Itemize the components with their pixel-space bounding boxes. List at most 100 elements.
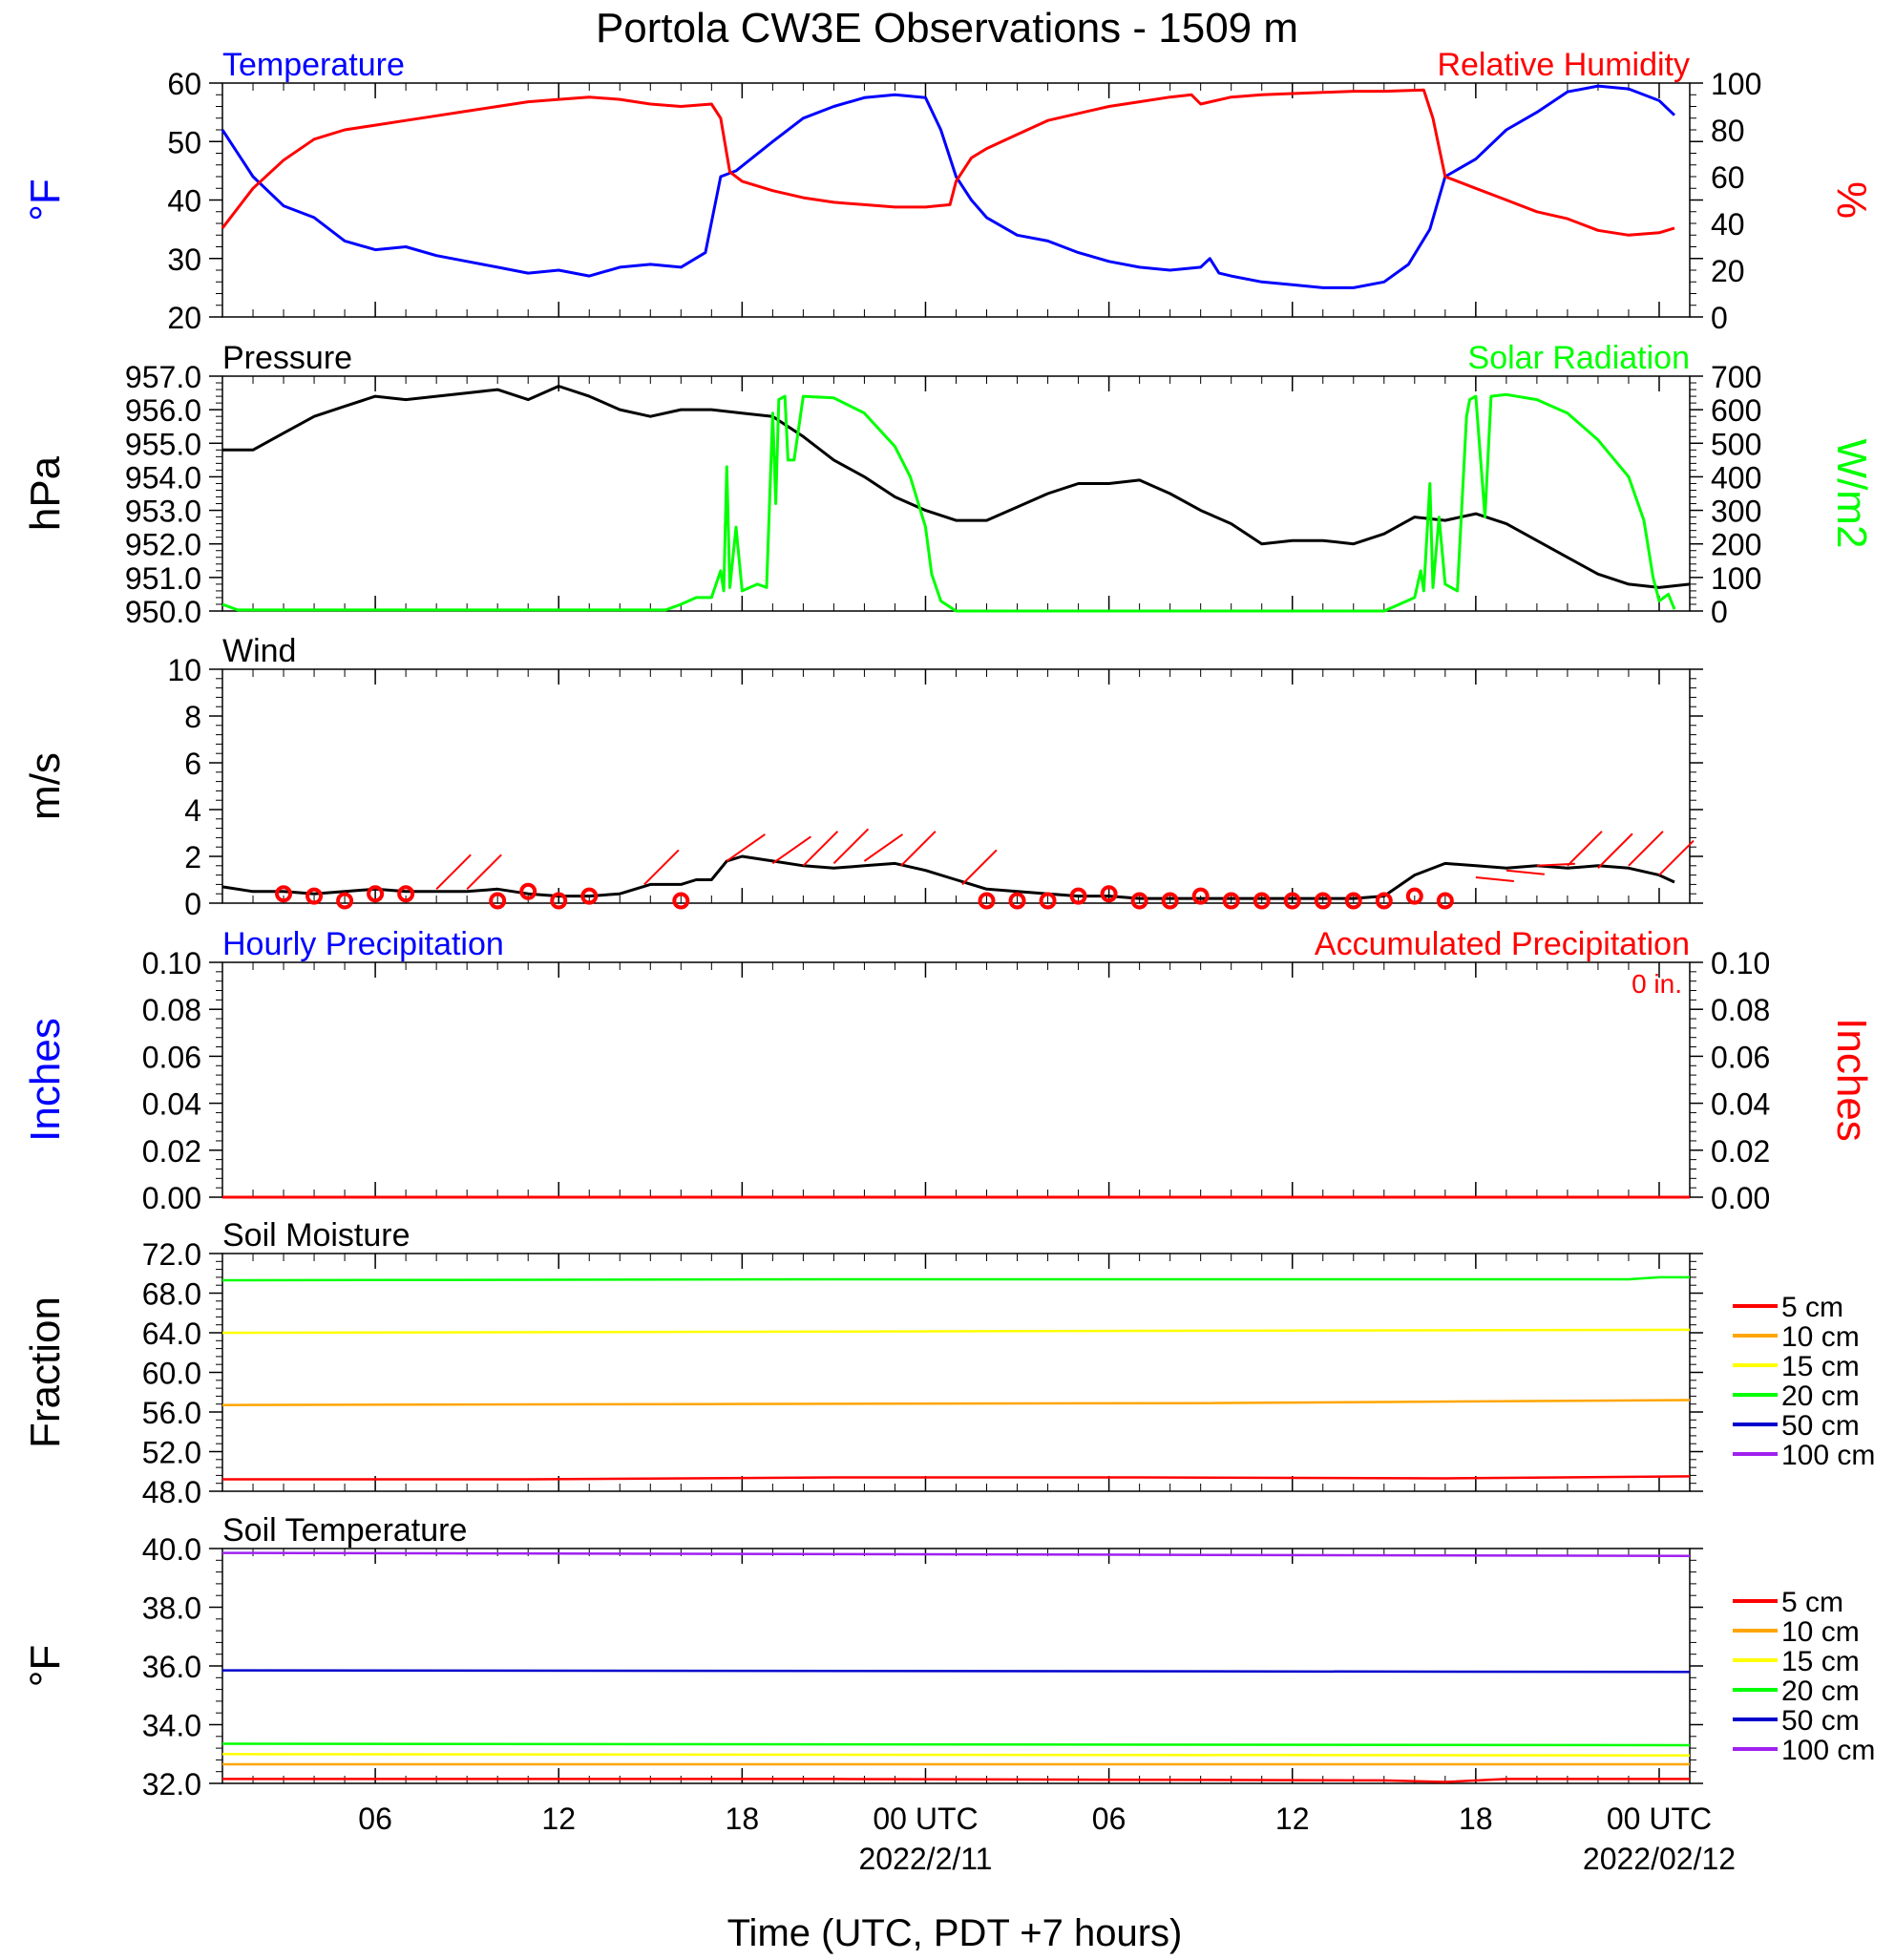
y-tick-label-right: 0 xyxy=(1711,595,1728,629)
x-tick-label: 06 xyxy=(358,1802,392,1836)
y-tick-label-left: 38.0 xyxy=(142,1591,201,1626)
series-line-soil-temperature-4 xyxy=(221,1669,1691,1674)
y-tick-label-right: 0.00 xyxy=(1711,1181,1770,1215)
legend-label: 5 cm xyxy=(1781,1292,1843,1323)
panel-title-right: Solar Radiation xyxy=(1468,340,1690,376)
y-tick-label-left: 40.0 xyxy=(142,1532,201,1567)
wind-calm-marker xyxy=(1283,892,1301,910)
wind-calm-marker xyxy=(305,887,324,905)
wind-barb xyxy=(1628,831,1664,867)
wind-calm-marker xyxy=(580,887,599,905)
y-tick-label-left: 0 xyxy=(184,887,201,921)
y-tick-label-right: 20 xyxy=(1711,254,1745,288)
wind-barb xyxy=(961,849,998,886)
y-tick-label-left: 64.0 xyxy=(142,1317,201,1351)
wind-calm-marker xyxy=(397,885,415,903)
series-line-soil-moisture-1 xyxy=(221,1399,1691,1406)
panel-title-left: Wind xyxy=(222,633,296,669)
wind-barb xyxy=(900,831,937,867)
wind-barb xyxy=(1597,832,1633,869)
y-tick-label-right: 0.02 xyxy=(1711,1134,1770,1169)
y-tick-label-right: 60 xyxy=(1711,160,1745,195)
wind-calm-marker xyxy=(1008,892,1026,910)
legend-label: 50 cm xyxy=(1781,1705,1860,1737)
y-tick-label-left: 953.0 xyxy=(125,495,201,529)
wind-calm-marker xyxy=(1405,887,1423,905)
wind-barb xyxy=(832,828,870,865)
panel-title-right: Relative Humidity xyxy=(1437,47,1690,83)
x-tick-label: 12 xyxy=(1275,1802,1310,1836)
y-tick-label-left: 72.0 xyxy=(142,1237,201,1272)
legend-label: 20 cm xyxy=(1781,1675,1860,1707)
plot-frame-temperature-rh xyxy=(221,82,1691,318)
y-axis-label-left: Inches xyxy=(22,1018,69,1142)
panel-title-left: Pressure xyxy=(222,340,352,376)
wind-calm-marker xyxy=(1375,892,1393,910)
plot-frame-pressure-solar xyxy=(221,375,1691,612)
wind-calm-marker xyxy=(672,892,690,910)
y-tick-label-right: 500 xyxy=(1711,427,1761,461)
x-date-label: 2022/02/12 xyxy=(1583,1842,1736,1876)
legend-label: 5 cm xyxy=(1781,1587,1843,1618)
plot-frame-soil-temperature xyxy=(221,1548,1691,1784)
series-line-pressure-solar-0 xyxy=(222,385,1691,589)
y-tick-label-left: 34.0 xyxy=(142,1709,201,1743)
wind-barb xyxy=(863,833,904,862)
wind-barb xyxy=(726,833,766,862)
y-axis-label-right: % xyxy=(1828,181,1875,219)
series-line-temperature-rh-1 xyxy=(221,88,1675,237)
wind-calm-marker xyxy=(1039,892,1057,910)
y-tick-label-right: 0 xyxy=(1711,301,1728,335)
y-axis-label-left: hPa xyxy=(22,455,69,531)
y-tick-label-right: 80 xyxy=(1711,114,1745,148)
y-tick-label-right: 700 xyxy=(1711,360,1761,394)
y-axis-label-right: W/m2 xyxy=(1828,439,1875,549)
x-tick-label: 18 xyxy=(1459,1802,1493,1836)
y-tick-label-left: 952.0 xyxy=(125,528,201,562)
x-date-label: 2022/2/11 xyxy=(858,1842,992,1876)
y-axis-label-left: °F xyxy=(22,1645,69,1687)
y-tick-label-left: 40 xyxy=(167,184,201,219)
y-tick-label-right: 0.06 xyxy=(1711,1040,1770,1074)
wind-barb xyxy=(1658,839,1695,876)
y-tick-label-left: 955.0 xyxy=(125,427,201,461)
series-line-temperature-rh-0 xyxy=(221,84,1676,289)
y-tick-label-left: 0.10 xyxy=(142,946,201,980)
wind-calm-marker xyxy=(1191,887,1210,905)
wind-barb xyxy=(466,854,502,891)
y-tick-label-left: 4 xyxy=(184,793,201,828)
y-tick-label-right: 300 xyxy=(1711,495,1761,529)
y-tick-label-right: 0.10 xyxy=(1711,946,1770,980)
y-tick-label-left: 957.0 xyxy=(125,360,201,394)
y-tick-label-left: 52.0 xyxy=(142,1436,201,1470)
wind-calm-marker xyxy=(1344,892,1362,910)
y-tick-label-left: 6 xyxy=(184,747,201,781)
x-tick-label: 06 xyxy=(1092,1802,1126,1836)
series-line-wind-0 xyxy=(221,854,1675,900)
wind-calm-marker xyxy=(489,892,507,910)
legend-label: 20 cm xyxy=(1781,1380,1860,1412)
y-axis-label-left: °F xyxy=(22,179,69,221)
wind-barb xyxy=(802,831,839,867)
y-tick-label-left: 0.04 xyxy=(142,1087,201,1122)
wind-barb xyxy=(1567,831,1603,867)
wind-calm-marker xyxy=(367,885,385,903)
legend-label: 15 cm xyxy=(1781,1646,1860,1677)
series-line-soil-temperature-2 xyxy=(221,1753,1691,1758)
legend-label: 10 cm xyxy=(1781,1321,1860,1353)
y-tick-label-left: 56.0 xyxy=(142,1396,201,1430)
wind-barb xyxy=(643,849,680,886)
wind-calm-marker xyxy=(1069,887,1087,905)
series-line-soil-temperature-5 xyxy=(221,1551,1691,1557)
y-tick-label-left: 8 xyxy=(184,700,201,734)
y-tick-label-right: 0.04 xyxy=(1711,1087,1770,1122)
y-tick-label-left: 10 xyxy=(167,653,201,687)
y-tick-label-left: 2 xyxy=(184,840,201,875)
wind-calm-marker xyxy=(1436,892,1454,910)
x-tick-label: 00 UTC xyxy=(1607,1802,1712,1836)
legend-label: 15 cm xyxy=(1781,1351,1860,1382)
legend-label: 10 cm xyxy=(1781,1616,1860,1648)
y-tick-label-left: 68.0 xyxy=(142,1277,201,1312)
y-tick-label-right: 100 xyxy=(1711,561,1761,596)
